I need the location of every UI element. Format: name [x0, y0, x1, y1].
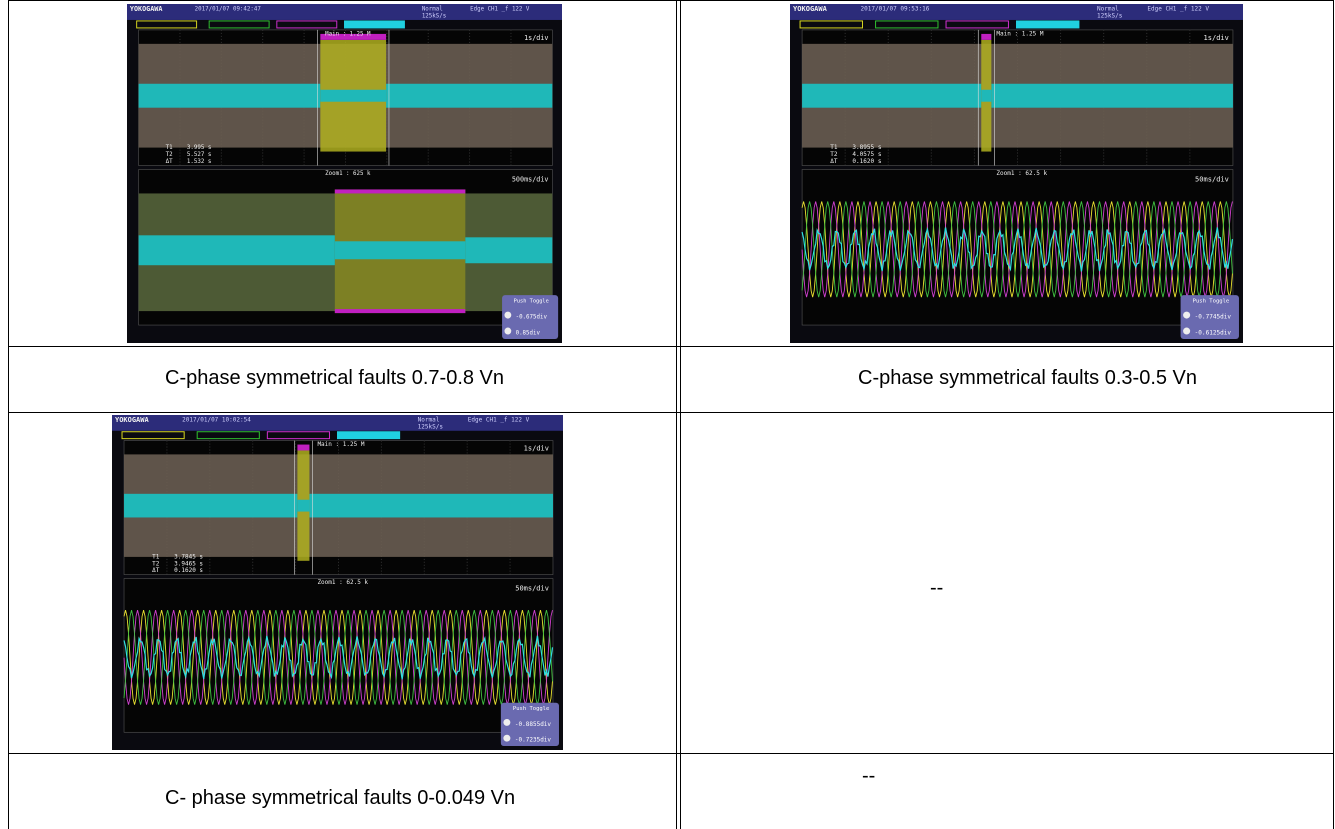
document-page: YOKOGAWA2017/01/07 09:42:47Normal125kS/s… — [0, 0, 1335, 829]
current-band — [335, 241, 466, 259]
trigger: Edge CH1 _f 122 V — [470, 6, 530, 12]
cursor-value: 0.1620 s — [852, 158, 881, 165]
table-border — [8, 0, 9, 829]
timestamp: 2017/01/07 09:42:47 — [195, 6, 262, 12]
cursor-value: 1.532 s — [187, 159, 211, 165]
main-label: Main : 1.25 M — [325, 31, 371, 37]
toggle-label: Push Toggle — [513, 706, 549, 712]
position-value: -0.7235div — [515, 737, 552, 744]
oscilloscope-screenshot: YOKOGAWA 2017/01/07 10:02:54 Normal125kS/s… — [112, 415, 563, 750]
caption: C-phase symmetrical faults 0.3-0.5 Vn — [858, 366, 1197, 390]
main-label: Main : 1.25 M — [996, 30, 1044, 37]
toggle-knob — [504, 328, 511, 335]
toggle-knob — [504, 312, 511, 319]
time-div: 1s/div — [1203, 33, 1228, 42]
cursor-value: 3.7845 s — [174, 553, 203, 560]
brand: YOKOGAWA — [130, 5, 163, 13]
cursor-name: ΔT — [152, 567, 160, 574]
cursor-name: T1 — [830, 144, 838, 151]
zoom-panel — [802, 170, 1233, 326]
channel-tag — [338, 432, 400, 439]
channel-tag — [1017, 21, 1079, 28]
caption: C- phase symmetrical faults 0-0.049 Vn — [165, 786, 515, 810]
table-border — [680, 0, 681, 829]
current-band — [386, 84, 552, 108]
cursor-value: 4.0575 s — [852, 151, 881, 158]
position-value: -0.7745div — [1195, 314, 1232, 321]
current-band — [991, 84, 1233, 108]
toggle-label: Push Toggle — [1193, 299, 1230, 305]
acq-mode: Normal — [1097, 6, 1119, 13]
current-band — [139, 84, 321, 108]
acq-mode: Normal — [422, 6, 443, 12]
cursor-name: T1 — [152, 553, 160, 560]
time-div: 1s/div — [524, 445, 549, 453]
oscilloscope-screenshot: YOKOGAWA 2017/01/07 09:42:47 Normal125kS/s… — [127, 4, 562, 343]
current-band — [981, 90, 991, 102]
empty-cell-mark: -- — [930, 576, 943, 600]
cursor-value: 3.8955 s — [852, 144, 881, 151]
trigger: Edge CH1 _f 122 V — [468, 416, 530, 423]
acq-mode: Normal — [418, 416, 440, 423]
current-band — [465, 237, 552, 263]
empty-cell-mark: -- — [862, 764, 875, 788]
table-border — [8, 753, 1334, 754]
sample-rate: 125kS/s — [422, 13, 446, 19]
zoom-div: 50ms/div — [1195, 175, 1229, 184]
current-band — [802, 84, 981, 108]
zoom-label: Zoom1 : 625 k — [325, 171, 371, 177]
toggle-knob — [1183, 312, 1190, 319]
trigger: Edge CH1 _f 122 V — [1147, 6, 1209, 13]
position-value: 0.85div — [516, 330, 541, 336]
current-band — [309, 494, 553, 518]
channel-tag — [345, 21, 405, 28]
fault-marker — [981, 34, 991, 40]
zoom-div: 50ms/div — [515, 584, 549, 592]
toggle-label: Push Toggle — [514, 299, 549, 305]
table-border — [676, 0, 677, 829]
fault-marker — [335, 189, 466, 193]
cursor-name: T2 — [830, 151, 838, 158]
cursor-name: T2 — [166, 152, 173, 158]
table-border — [1333, 0, 1334, 829]
time-div: 1s/div — [524, 34, 548, 42]
cursor-value: 3.995 s — [187, 145, 211, 151]
sample-rate: 125kS/s — [418, 423, 443, 430]
sample-rate: 125kS/s — [1097, 12, 1123, 19]
fault-marker — [335, 309, 466, 313]
toggle-knob — [503, 719, 510, 726]
current-band — [297, 500, 309, 512]
cursor-name: ΔT — [166, 159, 173, 165]
table-border — [8, 346, 1334, 347]
current-band — [320, 90, 386, 102]
cursor-value: 0.1620 s — [174, 567, 203, 574]
toggle-knob — [1183, 328, 1190, 335]
brand: YOKOGAWA — [793, 4, 828, 13]
current-band — [139, 235, 335, 265]
table-border — [8, 0, 1334, 1]
cursor-name: T1 — [166, 145, 173, 151]
table-border — [8, 412, 1334, 413]
main-label: Main : 1.25 M — [317, 441, 364, 448]
fault-marker — [297, 445, 309, 451]
timestamp: 2017/01/07 09:53:16 — [860, 6, 929, 13]
toggle-knob — [503, 735, 510, 742]
timestamp: 2017/01/07 10:02:54 — [182, 416, 251, 423]
cursor-name: ΔT — [830, 158, 838, 165]
caption: C-phase symmetrical faults 0.7-0.8 Vn — [165, 366, 504, 390]
zoom-label: Zoom1 : 62.5 k — [996, 170, 1047, 177]
zoom-label: Zoom1 : 62.5 k — [317, 579, 368, 586]
position-value: -0.8855div — [515, 721, 552, 728]
position-value: -0.6125div — [1195, 330, 1232, 337]
brand: YOKOGAWA — [115, 416, 150, 424]
oscilloscope-screenshot: YOKOGAWA 2017/01/07 09:53:16 Normal125kS/s… — [790, 4, 1243, 343]
position-value: -0.675div — [516, 315, 548, 321]
zoom-panel — [124, 579, 553, 733]
current-band — [124, 494, 297, 518]
cursor-value: 5.527 s — [187, 152, 211, 158]
zoom-div: 500ms/div — [512, 175, 549, 183]
